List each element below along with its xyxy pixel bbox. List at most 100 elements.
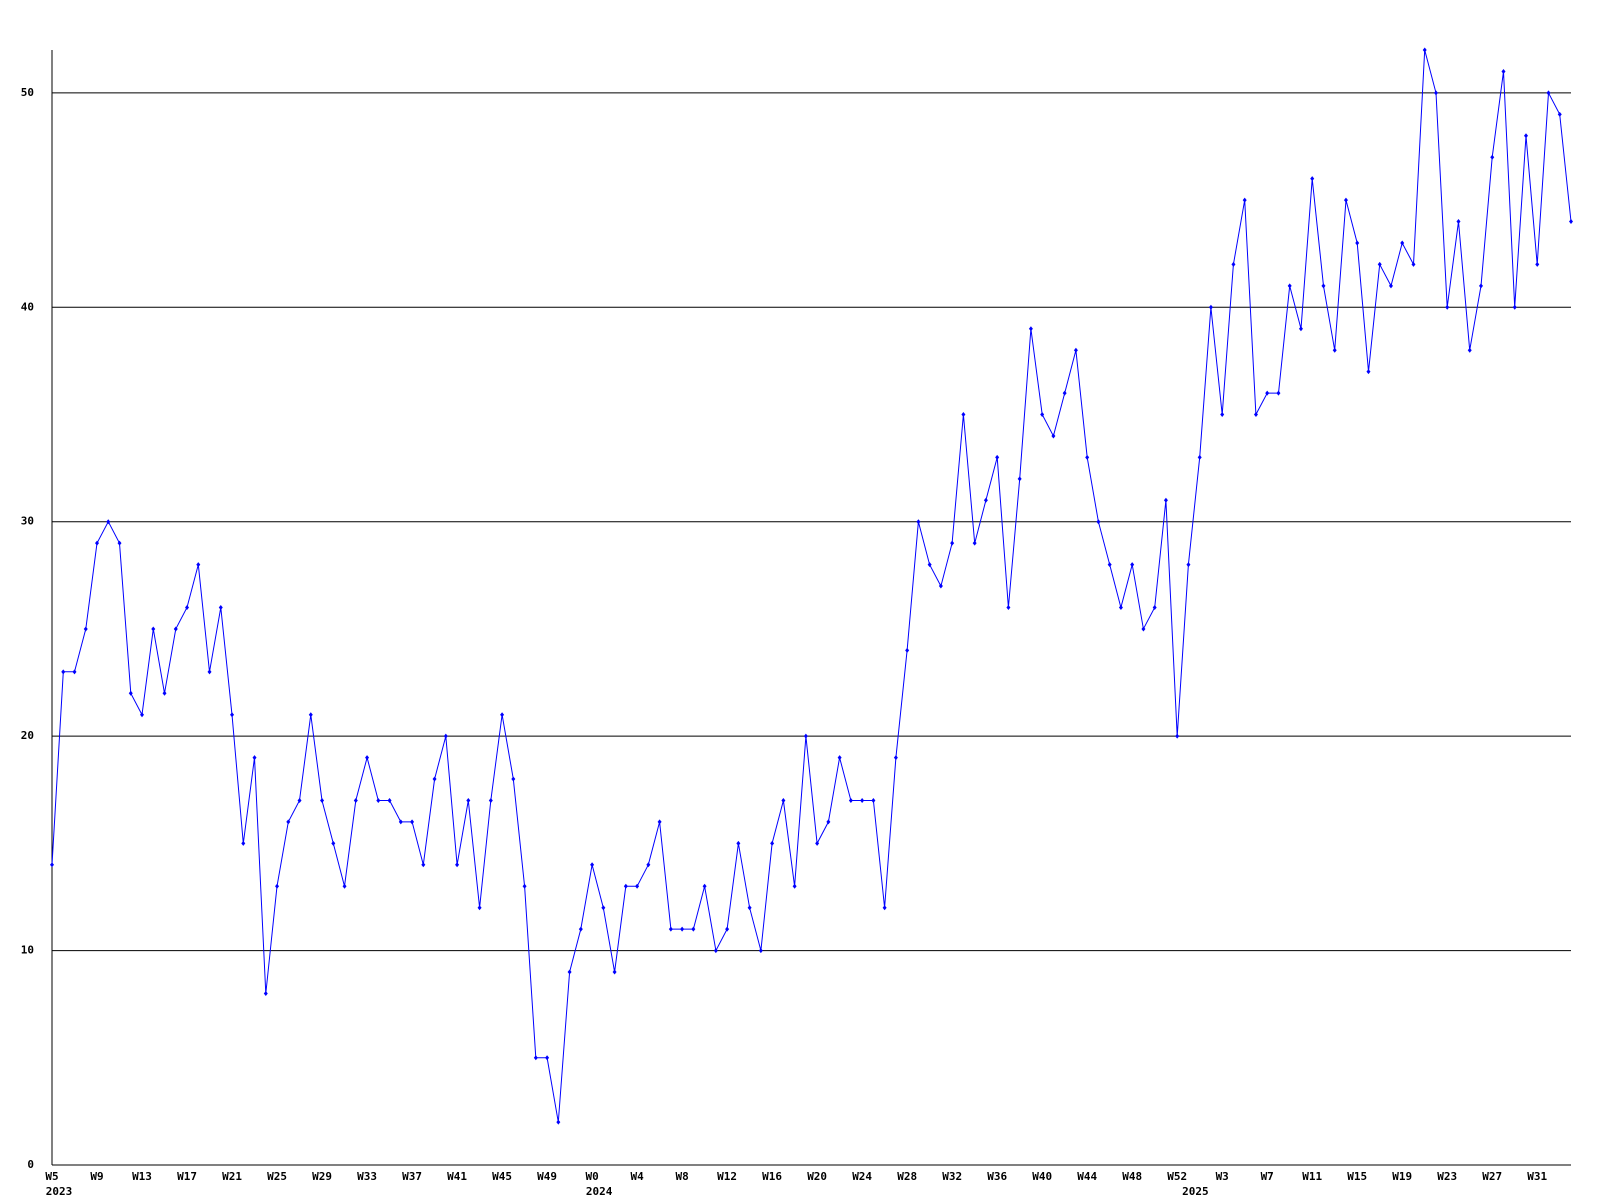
point [410,819,415,825]
point [1186,562,1191,568]
point [848,797,853,803]
x-tick-label: W24 [852,1170,872,1183]
point [612,969,617,975]
point [95,540,100,546]
point [488,797,493,803]
point [1490,154,1495,160]
point [61,669,66,675]
point [781,797,786,803]
point [713,948,718,954]
point [646,862,651,868]
point [837,755,842,761]
point [1276,390,1281,396]
x-tick-label: W41 [447,1170,467,1183]
point [1051,433,1056,439]
point [623,883,628,889]
point [1265,390,1270,396]
x-tick-label: W49 [537,1170,557,1183]
series-line [51,49,1572,1123]
point [376,797,381,803]
x-tick-label: W48 [1122,1170,1142,1183]
x-tick-label: W45 [492,1170,512,1183]
point [950,540,955,546]
point [387,797,392,803]
point [1355,240,1360,246]
y-tick-label: 50 [21,86,34,99]
point [1040,412,1045,418]
x-year-label: 2024 [586,1185,613,1198]
point [1456,219,1461,225]
point [196,562,201,568]
point [1073,347,1078,353]
point [477,905,482,911]
x-tick-label: W23 [1437,1170,1457,1183]
point [792,883,797,889]
point [1141,626,1146,632]
point [72,669,77,675]
point [1377,261,1382,267]
y-tick-label: 20 [21,729,34,742]
x-year-label: 2023 [46,1185,73,1198]
x-tick-label: W0 [585,1170,598,1183]
point [320,797,325,803]
x-tick-label: W15 [1347,1170,1367,1183]
point [1343,197,1348,203]
point [455,862,460,868]
point [511,776,516,782]
x-tick-label: W44 [1077,1170,1097,1183]
point [162,690,167,696]
x-tick-label: W5 [45,1170,58,1183]
point [905,647,910,653]
point [803,733,808,739]
point [353,797,358,803]
point [466,797,471,803]
y-tick-label: 40 [21,300,34,313]
point [207,669,212,675]
y-tick-label: 10 [21,944,34,957]
point [1096,519,1101,525]
point [173,626,178,632]
point [533,1055,538,1061]
point [770,840,775,846]
point [342,883,347,889]
point [1569,219,1573,225]
point [826,819,831,825]
point [151,626,156,632]
point [1028,326,1033,332]
point [1118,605,1123,610]
point [927,562,932,568]
point [961,412,966,418]
point [1501,68,1506,74]
point [1400,240,1405,246]
point [275,883,280,889]
point [691,926,696,932]
point [522,883,527,889]
x-tick-label: W32 [942,1170,962,1183]
point [331,840,336,846]
x-tick-label: W36 [987,1170,1007,1183]
point [1298,326,1303,332]
x-tick-label: W25 [267,1170,287,1183]
x-tick-label: W28 [897,1170,917,1183]
x-tick-label: W9 [90,1170,103,1183]
point [1163,497,1168,503]
point [893,755,898,761]
x-tick-label: W13 [132,1170,152,1183]
x-tick-label: W27 [1482,1170,1502,1183]
point [545,1055,550,1061]
y-tick-label: 0 [27,1158,34,1171]
point [1411,261,1416,267]
x-tick-label: W37 [402,1170,422,1183]
x-tick-label: W21 [222,1170,242,1183]
point [972,540,977,546]
point [736,840,741,846]
point [106,519,111,525]
point [1422,47,1427,53]
point [1017,476,1022,482]
point [590,862,595,868]
point [567,969,572,975]
point [241,840,246,846]
point [308,712,313,718]
x-tick-label: W16 [762,1170,782,1183]
